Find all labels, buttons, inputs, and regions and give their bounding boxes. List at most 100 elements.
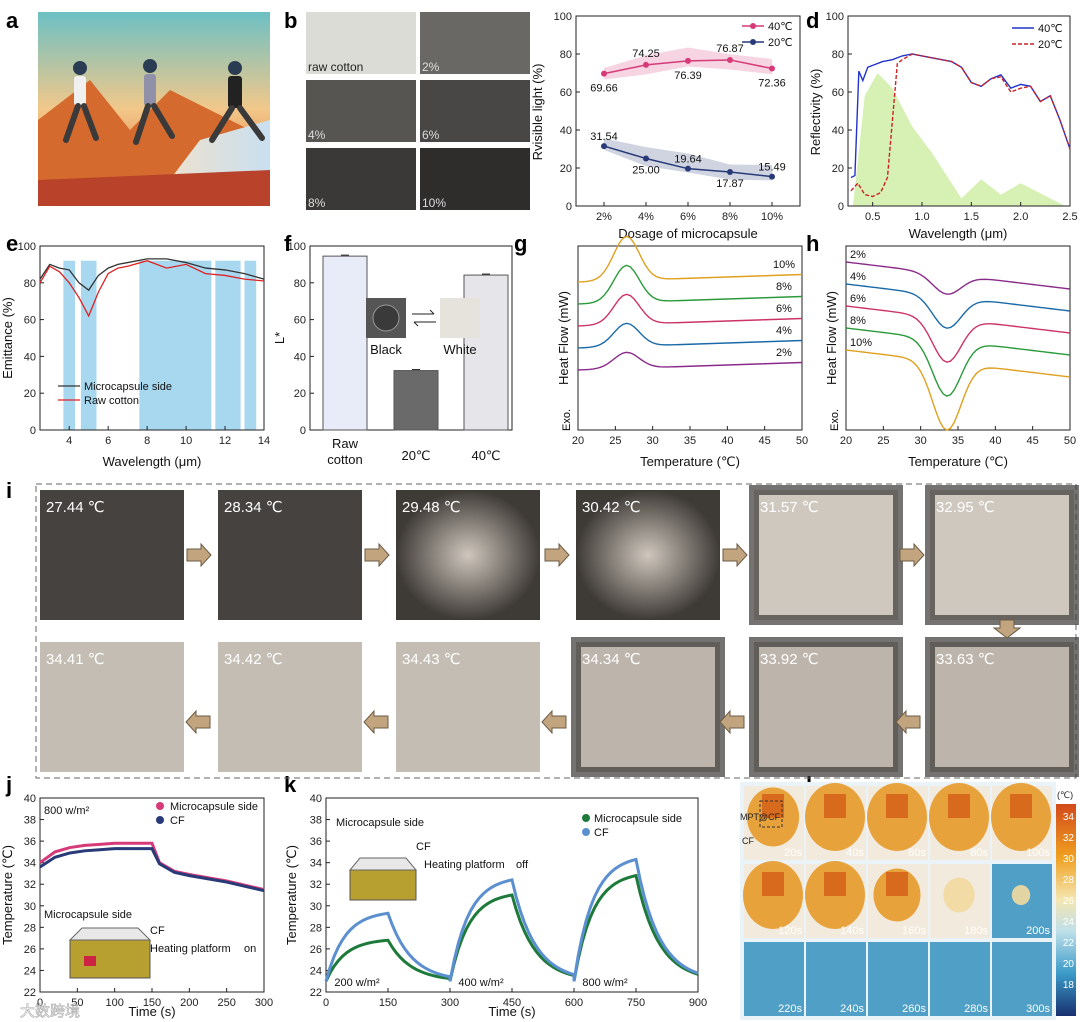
d-ytick-label: 100 (826, 11, 844, 23)
c-ytick-label: 40 (560, 125, 572, 137)
g-axes (577, 245, 803, 431)
e-ytick-label: 100 (18, 241, 36, 253)
thermal-images: 20s 40s 60s 80s 100s 120s 140s 160s 180s 200s 220s… (740, 782, 1076, 1020)
j-xtick-label: 150 (143, 997, 161, 1009)
e-series-line (39, 258, 265, 292)
k-ytick-label: 26 (310, 944, 322, 956)
thermal-cell (930, 942, 990, 1016)
l-region-label: CF (742, 836, 754, 846)
platform-display (84, 956, 96, 966)
k-xlabel: Time (s) (488, 1004, 535, 1019)
c-point (769, 173, 775, 180)
panel-label-d: d (806, 8, 819, 33)
h-series-label: 10% (850, 337, 872, 349)
swatch-label: 2% (422, 60, 440, 74)
time-label: 100s (1026, 847, 1050, 859)
c-point (643, 155, 649, 162)
e-atm-window (63, 260, 76, 430)
e-series-line (39, 260, 265, 318)
time-label: 160s (902, 925, 926, 937)
hot-core (762, 872, 784, 896)
frame-edge (749, 485, 903, 625)
j-ytick-label: 22 (24, 987, 36, 999)
c-data-label: 31.54 (590, 131, 618, 143)
j-inset-label: Heating platform (150, 943, 231, 955)
arrow-right-icon (364, 542, 390, 568)
f-inset-white (440, 298, 480, 338)
colorbar-tick: 28 (1063, 875, 1075, 886)
h-xtick-label: 40 (989, 435, 1001, 447)
k-legend-marker (582, 828, 590, 836)
time-label: 280s (964, 1003, 988, 1015)
c-xtick-label: 2% (596, 211, 612, 223)
c-data-label: 72.36 (758, 78, 786, 90)
d-series-line (850, 53, 1071, 198)
f-ytick-label: 40 (294, 351, 306, 363)
e-xtick-label: 10 (180, 435, 192, 447)
h-ylabel: Heat Flow (mW) (824, 291, 839, 385)
j-xtick-label: 250 (217, 997, 235, 1009)
k-ytick-label: 24 (310, 965, 322, 977)
g-series-label: 6% (776, 303, 792, 315)
thermal-cell (806, 942, 866, 1016)
swatch-3 (420, 80, 530, 142)
chart-g: 20 25 30 35 40 45 50 Heat Flow (mW) Temperature … (556, 235, 808, 469)
colorbar-unit: (℃) (1057, 790, 1073, 800)
g-xtick-label: 25 (609, 435, 621, 447)
g-xtick-label: 30 (647, 435, 659, 447)
j-annotation: 800 w/m² (44, 805, 90, 817)
j-ytick-label: 40 (24, 793, 36, 805)
arrow-left-icon (719, 709, 745, 735)
frame-edge (571, 637, 725, 777)
f-xtick-label: cotton (327, 452, 362, 467)
g-series-line (577, 235, 803, 283)
arrow-left-icon (185, 709, 211, 735)
panel-label-e: e (6, 231, 18, 256)
thermal-cell (744, 942, 804, 1016)
g-xtick-label: 45 (759, 435, 771, 447)
c-data-label: 15.49 (758, 162, 786, 174)
frame-edge (925, 637, 1079, 777)
e-xtick-label: 14 (258, 435, 270, 447)
c-data-label: 69.66 (590, 83, 618, 95)
arrow-right-icon (186, 542, 212, 568)
hot-core (824, 872, 846, 896)
j-series-line (39, 847, 265, 893)
g-ylabel: Heat Flow (mW) (556, 291, 571, 385)
g-xtick-label: 40 (721, 435, 733, 447)
e-ytick-label: 0 (30, 425, 36, 437)
time-label: 240s (840, 1003, 864, 1015)
watermark: 大数跨境 (20, 1002, 80, 1020)
f-ytick-label: 100 (288, 241, 306, 253)
thermal-frame (40, 642, 184, 772)
f-ytick-label: 0 (300, 425, 306, 437)
thermal-frame (754, 490, 898, 620)
f-ytick-label: 20 (294, 388, 306, 400)
thermal-frame (396, 642, 540, 772)
chart-c: 2% 4% 6% 8% 10% 0 20 40 60 80 100 Rvisible light (%… (530, 11, 801, 241)
time-label: 260s (902, 1003, 926, 1015)
j-legend-marker (156, 802, 164, 810)
colorbar-tick: 22 (1063, 938, 1075, 949)
h-axes (845, 245, 1071, 431)
thermochromic-sequence: 27.44 ℃ 28.34 ℃ 29.48 ℃ 30.42 ℃ 31.57 ℃ 32.95… (40, 485, 1079, 777)
illustration-runners (38, 12, 270, 206)
swatch-label: 6% (422, 128, 440, 142)
c-point (643, 61, 649, 68)
f-ytick-label: 60 (294, 315, 306, 327)
k-legend-label: CF (594, 827, 609, 839)
swatch-label: 8% (308, 196, 326, 210)
panel-label-j: j (5, 772, 12, 797)
temperature-readout: 29.48 ℃ (402, 499, 461, 516)
h-series-label: 6% (850, 293, 866, 305)
hot-core (886, 872, 908, 896)
c-xtick-label: 8% (722, 211, 738, 223)
e-atm-window (244, 260, 257, 430)
g-series-line (577, 322, 803, 349)
swatch-2 (306, 80, 416, 142)
c-xlabel: Dosage of microcapsule (618, 226, 757, 241)
j-xtick-label: 200 (180, 997, 198, 1009)
temperature-readout: 32.95 ℃ (936, 499, 995, 516)
